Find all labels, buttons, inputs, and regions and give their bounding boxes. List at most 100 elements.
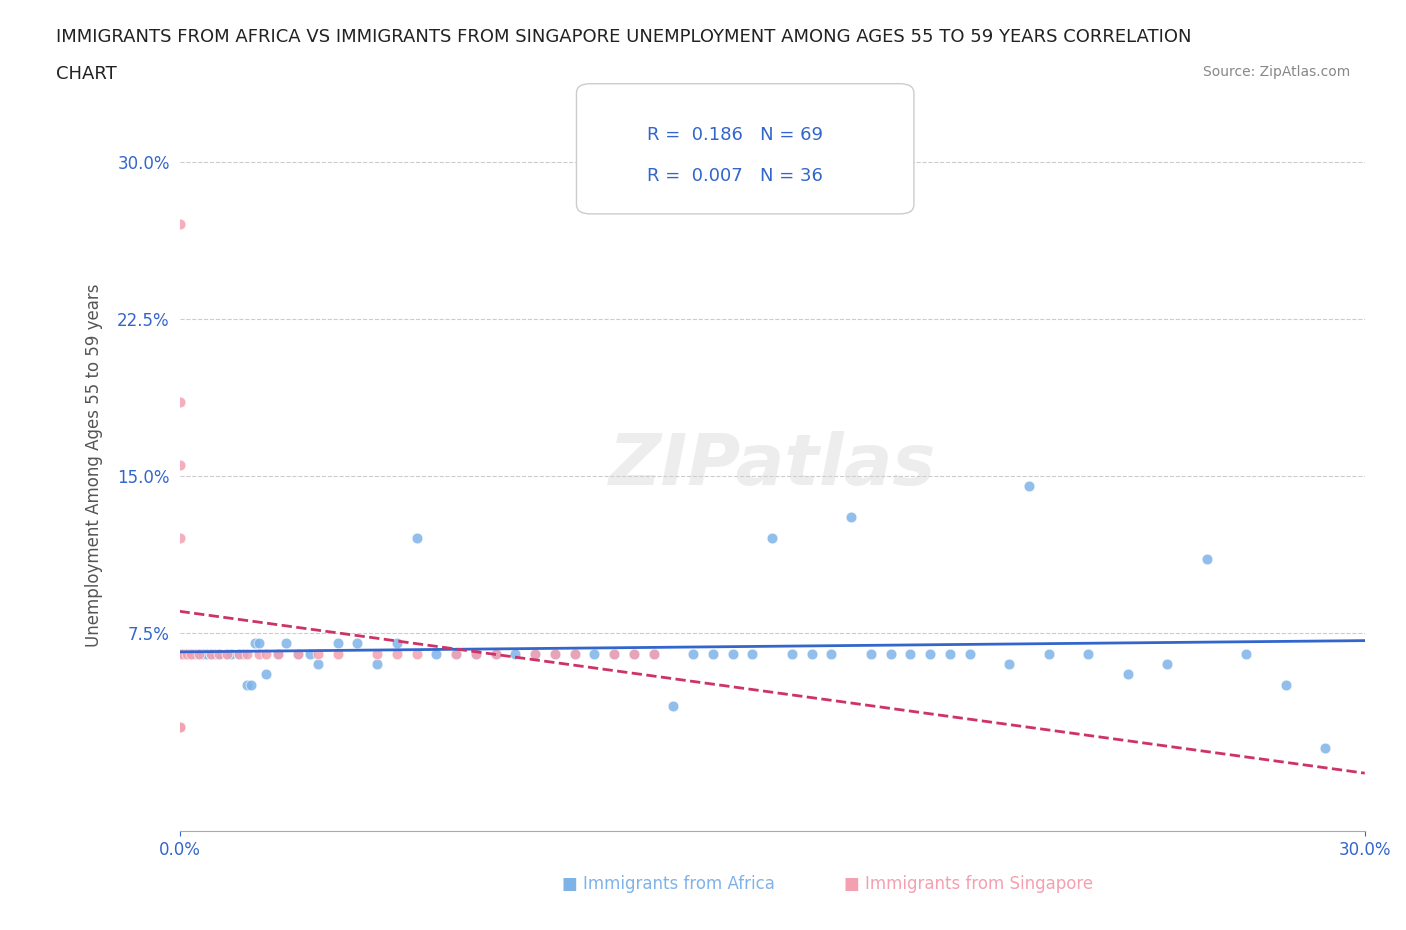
- Point: [208, 646, 231, 661]
- Point: [176, 646, 198, 661]
- Point: [176, 646, 198, 661]
- Point: [859, 646, 882, 661]
- Point: [998, 657, 1021, 671]
- Point: [1156, 657, 1178, 671]
- Point: [346, 635, 368, 650]
- Point: [366, 657, 388, 671]
- Point: [662, 698, 685, 713]
- Text: Source: ZipAtlas.com: Source: ZipAtlas.com: [1202, 65, 1350, 79]
- Point: [208, 646, 231, 661]
- Point: [235, 646, 257, 661]
- Point: [256, 646, 278, 661]
- Point: [603, 646, 626, 661]
- Point: [200, 646, 222, 661]
- Point: [1195, 551, 1218, 566]
- Point: [643, 646, 665, 661]
- Point: [188, 646, 211, 661]
- Point: [900, 646, 922, 661]
- Point: [405, 531, 427, 546]
- Point: [564, 646, 586, 661]
- Point: [800, 646, 823, 661]
- Point: [741, 646, 763, 661]
- Point: [505, 646, 527, 661]
- Point: [623, 646, 645, 661]
- Point: [219, 646, 242, 661]
- Point: [180, 646, 202, 661]
- Point: [544, 646, 567, 661]
- Point: [839, 510, 862, 525]
- Point: [623, 646, 645, 661]
- Point: [173, 646, 195, 661]
- Point: [200, 646, 222, 661]
- Point: [287, 646, 309, 661]
- Point: [524, 646, 547, 661]
- Point: [405, 646, 427, 661]
- Point: [464, 646, 486, 661]
- Point: [484, 646, 506, 661]
- Point: [228, 646, 250, 661]
- Point: [195, 646, 218, 661]
- Point: [169, 646, 191, 661]
- Point: [366, 646, 388, 661]
- Point: [232, 646, 254, 661]
- Point: [169, 531, 191, 546]
- Point: [425, 646, 447, 661]
- Text: ■ Immigrants from Singapore: ■ Immigrants from Singapore: [844, 875, 1092, 893]
- Point: [721, 646, 744, 661]
- Point: [385, 646, 408, 661]
- Text: IMMIGRANTS FROM AFRICA VS IMMIGRANTS FROM SINGAPORE UNEMPLOYMENT AMONG AGES 55 T: IMMIGRANTS FROM AFRICA VS IMMIGRANTS FRO…: [56, 28, 1192, 46]
- Point: [879, 646, 901, 661]
- Point: [1274, 677, 1296, 692]
- Point: [1018, 479, 1040, 494]
- Point: [702, 646, 724, 661]
- Point: [215, 646, 238, 661]
- Point: [276, 635, 298, 650]
- Point: [169, 646, 191, 661]
- Point: [307, 646, 329, 661]
- Point: [169, 395, 191, 410]
- Point: [208, 646, 231, 661]
- Text: CHART: CHART: [56, 65, 117, 83]
- Point: [444, 646, 467, 661]
- Point: [215, 646, 238, 661]
- Point: [188, 646, 211, 661]
- Point: [643, 646, 665, 661]
- Point: [544, 646, 567, 661]
- Point: [484, 646, 506, 661]
- Point: [761, 531, 783, 546]
- Point: [180, 646, 202, 661]
- Point: [1077, 646, 1099, 661]
- Point: [267, 646, 290, 661]
- Point: [603, 646, 626, 661]
- Point: [193, 646, 215, 661]
- Point: [939, 646, 962, 661]
- Point: [228, 646, 250, 661]
- Text: ■ Immigrants from Africa: ■ Immigrants from Africa: [562, 875, 775, 893]
- Y-axis label: Unemployment Among Ages 55 to 59 years: Unemployment Among Ages 55 to 59 years: [86, 284, 103, 647]
- Point: [169, 458, 191, 472]
- Point: [247, 646, 270, 661]
- Point: [780, 646, 803, 661]
- Point: [169, 720, 191, 735]
- Point: [169, 217, 191, 232]
- Point: [267, 646, 290, 661]
- Point: [298, 646, 321, 661]
- Point: [1234, 646, 1257, 661]
- Point: [169, 646, 191, 661]
- Point: [243, 635, 266, 650]
- Point: [247, 635, 270, 650]
- Point: [682, 646, 704, 661]
- Text: R =  0.007   N = 36: R = 0.007 N = 36: [647, 167, 823, 185]
- Point: [169, 646, 191, 661]
- Point: [583, 646, 606, 661]
- Point: [385, 635, 408, 650]
- Point: [959, 646, 981, 661]
- Text: R =  0.186   N = 69: R = 0.186 N = 69: [647, 126, 823, 143]
- Point: [464, 646, 486, 661]
- Point: [184, 646, 207, 661]
- Point: [307, 657, 329, 671]
- Point: [444, 646, 467, 661]
- Point: [564, 646, 586, 661]
- Point: [1315, 740, 1337, 755]
- Point: [204, 646, 226, 661]
